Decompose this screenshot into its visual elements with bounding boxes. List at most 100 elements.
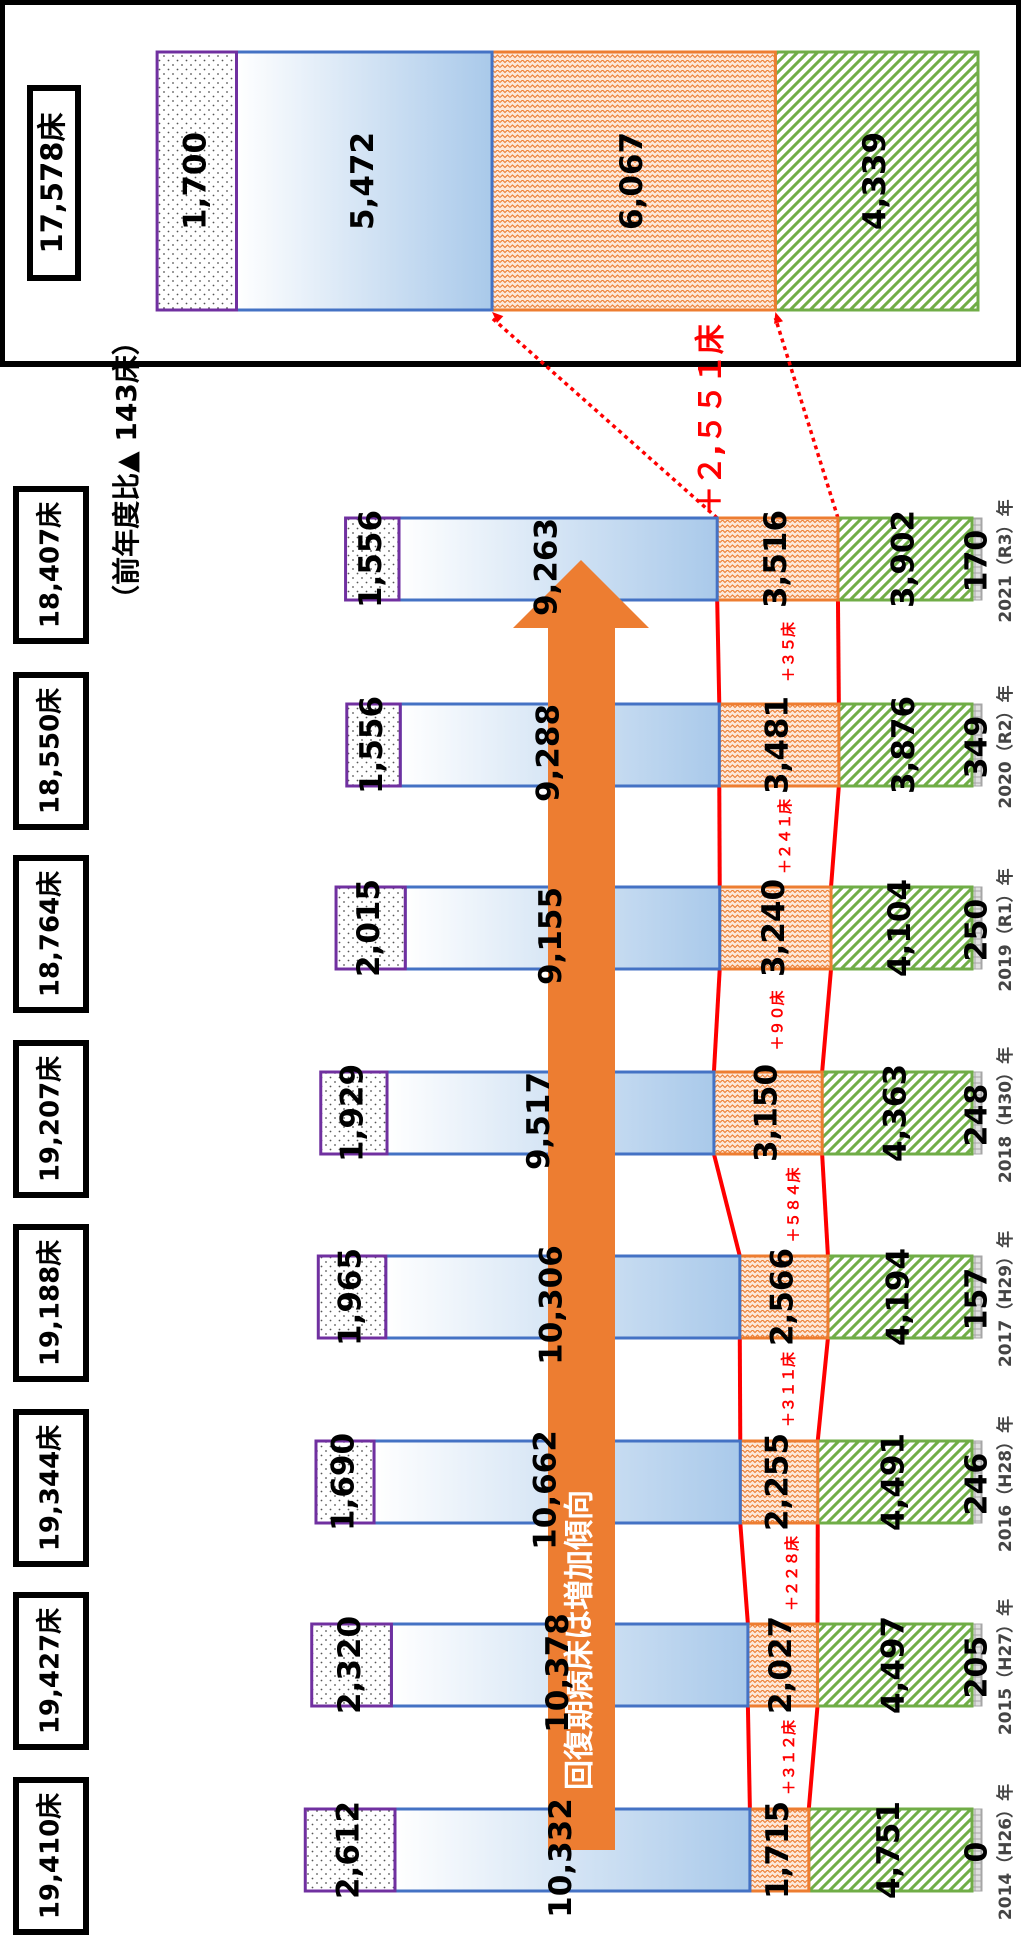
data-label-s4: 10,332 xyxy=(543,1798,579,1918)
increment-label: ＋５８４床 xyxy=(784,1167,802,1243)
dotted-arrow-head xyxy=(492,312,504,323)
total-box xyxy=(13,672,89,830)
data-label-s1: 170 xyxy=(960,530,995,593)
category-label: 2015（H27）年 xyxy=(995,1599,1016,1735)
connector-line xyxy=(829,785,841,888)
data-label-s4: 10,378 xyxy=(540,1613,576,1733)
increment-label: ＋２２８床 xyxy=(783,1535,801,1611)
data-label-s1: 349 xyxy=(960,716,995,779)
total-box xyxy=(13,486,89,644)
data-label-s3: 1,715 xyxy=(760,1801,796,1899)
total-label: 19,427床 xyxy=(35,1608,66,1734)
data-label-s5: 2,612 xyxy=(331,1801,367,1899)
data-label-s3: 3,150 xyxy=(749,1064,785,1162)
bar-segment-s5 xyxy=(334,885,407,971)
category-label: 2014（H26）年 xyxy=(995,1784,1016,1920)
total-label: 19,207床 xyxy=(35,1056,66,1182)
data-label-s2: 3,902 xyxy=(885,510,921,608)
bar-segment-s2 xyxy=(820,1070,974,1156)
data-label-s4: 9,517 xyxy=(521,1072,557,1170)
increment-label: ＋９０床 xyxy=(769,990,787,1051)
data-label-s1: 248 xyxy=(960,1084,995,1147)
data-label-s2: 4,363 xyxy=(878,1064,914,1162)
data-label-s5: 1,556 xyxy=(353,510,389,608)
bar-segment-s3 xyxy=(718,885,833,971)
data-label-s2: 3,876 xyxy=(886,696,922,794)
data-label-s5: 1,690 xyxy=(326,1433,362,1531)
dotted-arrow xyxy=(773,317,840,519)
dotted-arrow xyxy=(490,316,719,520)
connector-line xyxy=(820,1153,830,1257)
target-total-label: 17,578床 xyxy=(35,113,69,254)
connector-line xyxy=(715,599,722,705)
bar-segment-s5 xyxy=(303,1807,397,1893)
bar-segment-s3 xyxy=(712,1070,824,1156)
data-label-s1: 250 xyxy=(960,899,995,962)
gap-label: ＋２,５５１床 xyxy=(694,324,729,515)
data-label-s2: 4,491 xyxy=(875,1433,911,1531)
target-data-label: 1,700 xyxy=(177,132,213,230)
bar-segment-s2 xyxy=(826,1254,974,1340)
target-segment xyxy=(490,50,777,312)
bar-segment-s5 xyxy=(345,702,402,788)
data-label-s5: 1,929 xyxy=(334,1064,370,1162)
increment-label: ＋３１２床 xyxy=(780,1719,798,1795)
total-box xyxy=(13,1224,89,1382)
total-label: 18,764床 xyxy=(35,871,66,997)
connector-line xyxy=(815,1337,830,1442)
data-label-s1: 0 xyxy=(960,1842,995,1863)
target-data-label: 4,339 xyxy=(857,132,893,230)
connector-line xyxy=(835,599,841,705)
bar-segment-s3 xyxy=(748,1807,811,1893)
total-box xyxy=(13,1777,89,1935)
bar-segment-s5 xyxy=(319,1070,389,1156)
increment-label: ＋３１１床 xyxy=(780,1351,798,1427)
total-label: 18,550床 xyxy=(35,688,66,814)
bar-segment-s2 xyxy=(829,885,974,971)
target-segment xyxy=(155,50,238,312)
data-label-s4: 9,155 xyxy=(533,887,569,985)
target-segment xyxy=(234,50,494,312)
bar-segment-s5 xyxy=(344,516,401,602)
data-label-s4: 10,662 xyxy=(528,1430,564,1550)
bar-segment-s5 xyxy=(316,1254,388,1340)
data-label-s2: 4,194 xyxy=(880,1248,916,1346)
data-label-s3: 3,481 xyxy=(760,696,796,794)
total-box xyxy=(13,1040,89,1198)
connector-line xyxy=(820,968,834,1073)
data-label-s5: 2,320 xyxy=(332,1616,368,1714)
bar-segment-s2 xyxy=(816,1439,974,1525)
total-box xyxy=(13,1409,89,1567)
connector-line xyxy=(711,968,722,1073)
data-label-s1: 205 xyxy=(960,1636,995,1699)
data-label-s3: 3,240 xyxy=(756,879,792,977)
trend-arrow-shape xyxy=(513,560,649,1850)
bar-segment-s3 xyxy=(738,1254,830,1340)
total-label: 19,188床 xyxy=(35,1240,66,1366)
bar-segment-s3 xyxy=(738,1439,820,1525)
bar-segment-s5 xyxy=(310,1622,393,1708)
target-segment xyxy=(773,50,980,312)
category-label: 2021（R3）年 xyxy=(995,499,1016,622)
data-label-s5: 1,965 xyxy=(333,1248,369,1346)
total-label: 19,344床 xyxy=(35,1425,66,1551)
bar-segment-s2 xyxy=(807,1807,974,1893)
connector-line xyxy=(806,1705,820,1810)
data-label-s4: 9,263 xyxy=(529,518,565,616)
data-label-s2: 4,751 xyxy=(871,1801,907,1899)
data-label-s4: 10,306 xyxy=(533,1245,569,1365)
total-box xyxy=(13,855,89,1013)
data-label-s3: 2,027 xyxy=(763,1616,799,1714)
data-label-s3: 2,255 xyxy=(760,1433,796,1531)
dotted-arrow-head xyxy=(774,312,784,324)
category-label: 2019（R1）年 xyxy=(995,868,1016,991)
category-label: 2018（H30）年 xyxy=(995,1047,1016,1183)
category-label: 2016（H28）年 xyxy=(995,1416,1016,1552)
bar-segment-s2 xyxy=(837,702,974,788)
category-label: 2020（R2）年 xyxy=(995,685,1016,808)
data-label-s4: 9,288 xyxy=(530,704,566,802)
data-label-s2: 4,497 xyxy=(875,1616,911,1714)
total-label: 18,407床 xyxy=(35,502,66,628)
connector-line xyxy=(711,1153,742,1257)
